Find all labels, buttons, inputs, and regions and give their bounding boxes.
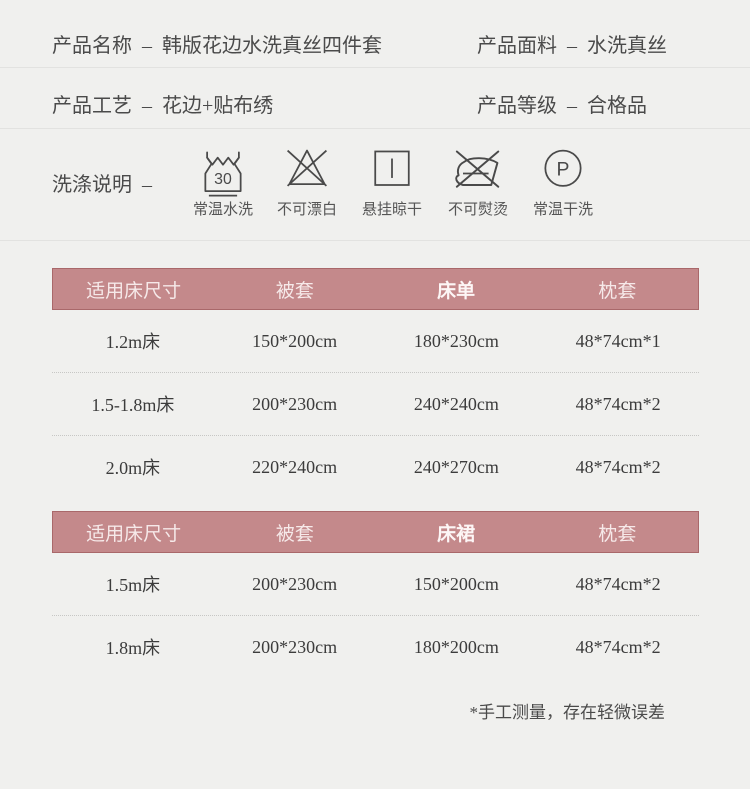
svg-text:30: 30 (214, 171, 232, 188)
svg-text:P: P (557, 158, 570, 180)
